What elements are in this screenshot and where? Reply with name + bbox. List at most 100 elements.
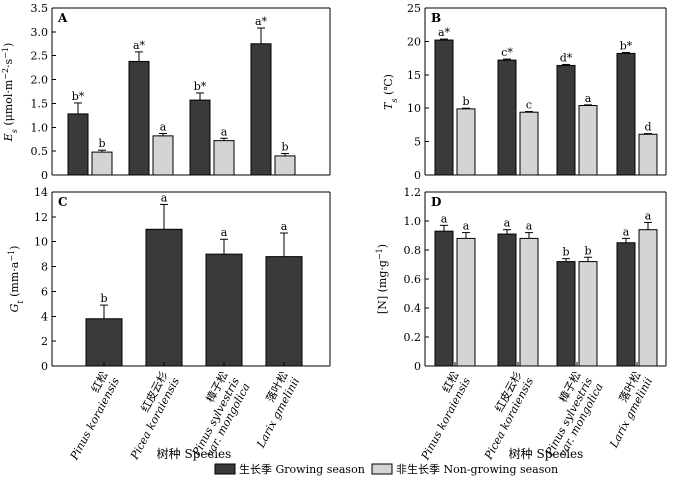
y-tick-label: 12 [34, 211, 48, 224]
bar-growing-2 [556, 261, 576, 367]
panel-label: A [57, 11, 68, 25]
significance-label: a [221, 226, 228, 239]
legend-swatch-nongrowing [371, 463, 393, 475]
significance-label: a [160, 120, 167, 133]
significance-label: a* [438, 26, 451, 39]
significance-label: d* [560, 51, 573, 64]
y-axis-label-part: −1 [375, 248, 384, 260]
y-tick-label: 0 [41, 360, 48, 373]
y-tick-label: 0.8 [404, 244, 422, 257]
y-axis-label-part: E [2, 133, 15, 142]
y-tick-label: 10 [407, 102, 421, 115]
significance-label: a [441, 212, 448, 225]
y-tick-label: 0.4 [404, 302, 422, 315]
y-axis-label-part: −1 [7, 250, 16, 262]
y-axis-label-part: (μmol·m [2, 79, 15, 129]
panel-b: B 0 5 10 15 20 25 Ts (℃) a* c* d* b* b c a d [382, 2, 667, 182]
y-tick-label: 14 [34, 186, 48, 199]
y-axis-label-part: ·s [2, 58, 15, 67]
bar-growing-3 [616, 242, 636, 367]
y-tick-label: 0 [414, 169, 421, 182]
y-tick-label: 3.0 [31, 26, 49, 39]
x-axis-title-right: 树种 Species [509, 446, 584, 461]
bar-nongrowing-0 [456, 237, 476, 367]
y-axis-label-part: ) [2, 43, 15, 47]
bar-nongrowing-3 [638, 229, 658, 367]
legend-label-nongrowing: 非生长季 Non-growing season [396, 462, 558, 476]
bar-nongrowing-2 [578, 105, 598, 176]
y-axis-label-part: (mm·a [8, 261, 21, 300]
y-axis-label-part: −2 [1, 68, 10, 80]
y-axis-label-part: t [16, 300, 25, 304]
bar-nongrowing-3 [638, 133, 658, 176]
y-tick-label: 0.6 [404, 273, 422, 286]
y-tick-label: 2.0 [31, 74, 49, 87]
bar-growing-2 [189, 99, 211, 176]
bar-nongrowing-0 [91, 151, 113, 176]
y-axis-label: Ts (℃) [382, 74, 399, 110]
y-axis-label-part: ) [8, 246, 21, 250]
significance-label: a* [133, 39, 146, 52]
bar-nongrowing-2 [578, 261, 598, 367]
y-axis-label-part: −1 [1, 47, 10, 59]
significance-label: a [645, 209, 652, 222]
significance-label: c* [501, 46, 513, 59]
y-axis-label-part: G [8, 303, 21, 312]
y-tick-label: 1.0 [31, 121, 49, 134]
bar-growing-0 [434, 230, 454, 367]
bar-growing-2 [556, 64, 576, 176]
y-tick-label: 1.5 [31, 97, 49, 110]
bar-growing-3 [265, 256, 303, 367]
significance-label: a [161, 191, 168, 204]
y-tick-label: 1.2 [404, 186, 422, 199]
significance-label: b* [72, 90, 85, 103]
bar-nongrowing-1 [519, 237, 539, 367]
y-tick-label: 8 [41, 261, 48, 274]
y-tick-label: 1.0 [404, 215, 422, 228]
y-tick-label: 0 [414, 360, 421, 373]
bar-growing-1 [128, 60, 150, 176]
y-axis-label-part: s [390, 98, 399, 102]
bar-nongrowing-1 [519, 111, 539, 176]
panel-label: C [58, 195, 68, 209]
y-axis-label-part: (℃) [382, 74, 395, 98]
significance-label: b [281, 141, 288, 154]
significance-label: b [100, 292, 107, 305]
legend-swatch-growing [214, 463, 236, 475]
bar-nongrowing-2 [213, 140, 235, 176]
y-tick-label: 25 [407, 2, 421, 15]
significance-label: a [504, 217, 511, 230]
significance-label: a [221, 125, 228, 138]
significance-label: b* [620, 39, 633, 52]
y-tick-label: 10 [34, 236, 48, 249]
y-tick-label: 6 [41, 285, 48, 298]
y-axis-label-part: s [10, 129, 19, 133]
bar-nongrowing-3 [274, 155, 296, 176]
y-axis-label: [N] (mg·g−1) [375, 244, 390, 314]
bar-growing-3 [616, 52, 636, 176]
significance-label: a [463, 220, 470, 233]
y-axis-label-part: ) [376, 244, 389, 248]
significance-label: b [562, 246, 569, 259]
significance-label: b* [194, 80, 207, 93]
bar-growing-3 [250, 43, 272, 176]
significance-label: a [585, 92, 592, 105]
y-tick-label: 4 [41, 310, 48, 323]
bar-growing-2 [205, 253, 243, 367]
panel-label: D [431, 195, 441, 209]
y-tick-label: 20 [407, 35, 421, 48]
bar-growing-0 [85, 318, 123, 367]
significance-label: d [644, 121, 651, 134]
y-tick-label: 0 [41, 169, 48, 182]
significance-label: b [98, 137, 105, 150]
bar-growing-1 [497, 59, 517, 176]
y-tick-label: 2.5 [31, 50, 49, 63]
y-tick-label: 15 [407, 69, 421, 82]
bar-nongrowing-1 [152, 135, 174, 176]
y-tick-label: 3.5 [31, 2, 49, 15]
